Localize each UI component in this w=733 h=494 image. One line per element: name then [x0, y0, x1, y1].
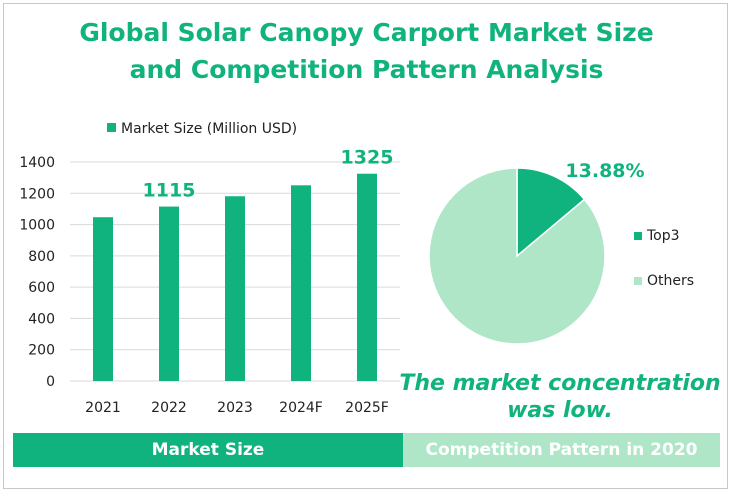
- y-tick-label: 600: [28, 280, 55, 296]
- bar-chart: 0 200 400 600 800 1000 1200 1400 Market Size (Mi…: [19, 121, 400, 416]
- x-tick-label: 2025F: [345, 400, 389, 416]
- page-title: Global Solar Canopy Carport Market Size …: [0, 14, 733, 88]
- pie-legend-swatch: [634, 232, 642, 240]
- x-tick-label: 2024F: [279, 400, 323, 416]
- x-tick-label: 2023: [217, 400, 253, 416]
- y-tick-label: 400: [28, 311, 55, 327]
- conclusion-line-1: The market concentration: [399, 371, 721, 396]
- pie-slice-top3: [516, 167, 586, 258]
- chart-frame: [3, 3, 728, 489]
- competition-band: Competition Pattern in 2020: [403, 433, 720, 467]
- conclusion-text: The market concentration was low.: [395, 370, 725, 424]
- pie-chart: 13.88% Top3 Others: [428, 160, 694, 345]
- x-tick-label: 2022: [151, 400, 187, 416]
- pie-data-label: 13.88%: [565, 160, 644, 182]
- bar-2024F: [291, 185, 311, 381]
- legend-label: Market Size (Million USD): [121, 121, 297, 137]
- data-label: 1325: [341, 147, 394, 169]
- title-line-2: and Competition Pattern Analysis: [129, 55, 604, 84]
- data-label: 1115: [143, 180, 196, 202]
- y-tick-label: 1400: [19, 155, 55, 171]
- y-tick-label: 0: [46, 374, 55, 390]
- title-line-1: Global Solar Canopy Carport Market Size: [79, 18, 654, 47]
- pie-legend-swatch: [634, 277, 642, 285]
- y-tick-label: 1000: [19, 218, 55, 234]
- y-tick-label: 1200: [19, 186, 55, 202]
- bar-2022: [159, 206, 179, 381]
- market-size-band: Market Size: [13, 433, 403, 467]
- bar-2021: [93, 217, 113, 381]
- x-tick-label: 2021: [85, 400, 121, 416]
- legend-swatch: [107, 123, 116, 132]
- conclusion-line-2: was low.: [507, 398, 613, 423]
- pie-legend-label: Top3: [646, 228, 680, 244]
- pie-slice-others: [428, 167, 606, 345]
- pie-legend-label: Others: [647, 273, 694, 289]
- bar-2025F: [357, 173, 377, 381]
- bar-2023: [225, 196, 245, 381]
- y-tick-label: 200: [28, 343, 55, 359]
- y-tick-label: 800: [28, 249, 55, 265]
